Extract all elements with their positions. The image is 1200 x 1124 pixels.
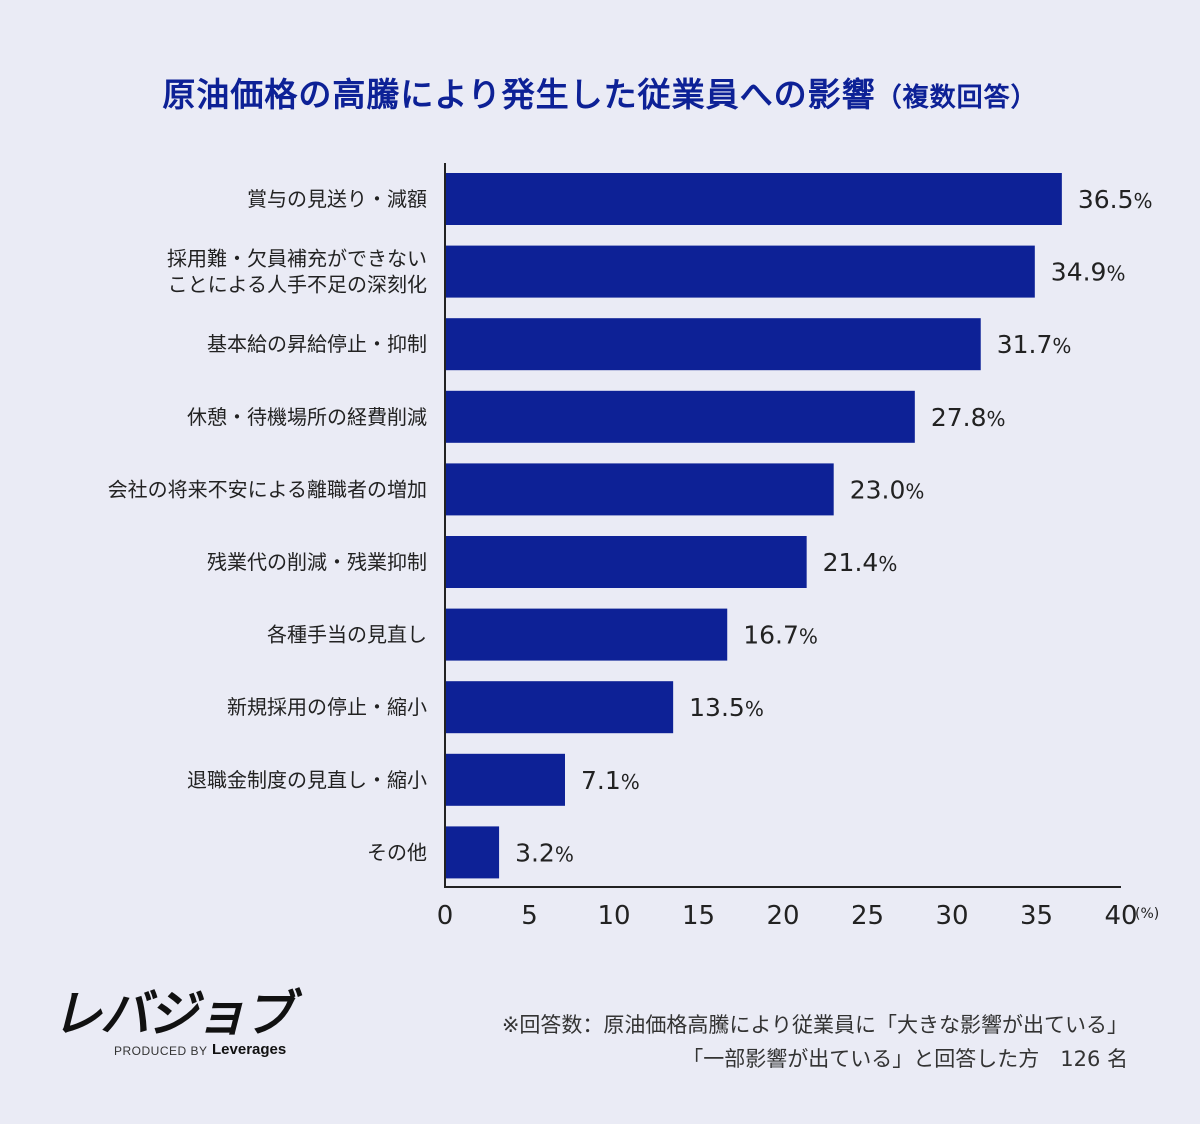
category-label: 休憩・待機場所の経費削減 <box>187 405 427 429</box>
x-tick-label: 40 <box>1104 901 1137 931</box>
bar <box>446 681 674 734</box>
category-label: 基本給の昇給停止・抑制 <box>207 332 427 356</box>
x-axis-unit: (%) <box>1135 906 1159 922</box>
logo-wordmark: レバジョブ <box>52 985 294 1043</box>
x-tick-label: 20 <box>766 901 799 931</box>
x-tick-label: 25 <box>851 901 884 931</box>
logo-brand: Leverages <box>212 1041 287 1058</box>
footnote-line-2: 「一部影響が出ている」と回答した方 126 名 <box>682 1047 1128 1071</box>
bar <box>446 245 1035 298</box>
data-label: 16.7% <box>743 621 818 650</box>
levajob-logo: レバジョブ PRODUCED BY Leverages <box>52 980 312 1060</box>
chart-title-main: 原油価格の高騰により発生した従業員への影響 <box>162 75 876 114</box>
bar <box>446 173 1062 225</box>
x-tick-label: 35 <box>1020 901 1053 931</box>
chart-title-sub: （複数回答） <box>875 83 1038 113</box>
bar <box>446 390 915 443</box>
category-label: 会社の将来不安による離職者の増加 <box>108 477 427 501</box>
x-tick-label: 15 <box>682 901 715 931</box>
x-tick-label: 30 <box>935 901 968 931</box>
category-label: 各種手当の見直し <box>267 623 427 647</box>
x-tick-label: 0 <box>437 901 454 931</box>
data-label: 3.2% <box>515 838 574 867</box>
bar <box>446 608 728 661</box>
data-label: 23.0% <box>850 475 925 504</box>
bar <box>446 753 565 806</box>
data-label: 36.5% <box>1078 185 1153 214</box>
bar <box>446 318 981 371</box>
footnote-line-1: ※回答数：原油価格高騰により従業員に「大きな影響が出ている」 <box>501 1013 1128 1037</box>
footnote: ※回答数：原油価格高騰により従業員に「大きな影響が出ている」 「一部影響が出てい… <box>502 1008 1128 1076</box>
x-tick-label: 10 <box>597 901 630 931</box>
category-label: その他 <box>367 840 427 864</box>
data-label: 21.4% <box>823 548 898 577</box>
bar <box>446 826 500 879</box>
category-label: 賞与の見送り・減額 <box>247 187 427 211</box>
bar <box>446 536 807 588</box>
data-label: 13.5% <box>689 693 764 722</box>
category-label: 退職金制度の見直し・縮小 <box>187 768 427 792</box>
chart-title: 原油価格の高騰により発生した従業員への影響（複数回答） <box>0 68 1200 116</box>
data-label: 34.9% <box>1051 258 1126 287</box>
data-label: 7.1% <box>581 766 640 795</box>
category-label: 新規採用の停止・縮小 <box>227 695 427 719</box>
data-label: 31.7% <box>997 330 1072 359</box>
x-tick-label: 5 <box>521 901 538 931</box>
bar <box>446 463 834 516</box>
data-label: 27.8% <box>931 403 1006 432</box>
category-label: 残業代の削減・残業抑制 <box>207 550 427 574</box>
category-label: 採用難・欠員補充ができないことによる人手不足の深刻化 <box>167 247 427 297</box>
logo-produced-by: PRODUCED BY <box>114 1044 208 1058</box>
